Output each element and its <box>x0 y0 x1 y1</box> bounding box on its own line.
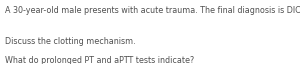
Text: Discuss the clotting mechanism.: Discuss the clotting mechanism. <box>5 37 136 46</box>
Text: A 30-year-old male presents with acute trauma. The final diagnosis is DIC.: A 30-year-old male presents with acute t… <box>5 6 300 15</box>
Text: What do prolonged PT and aPTT tests indicate?: What do prolonged PT and aPTT tests indi… <box>5 56 195 64</box>
